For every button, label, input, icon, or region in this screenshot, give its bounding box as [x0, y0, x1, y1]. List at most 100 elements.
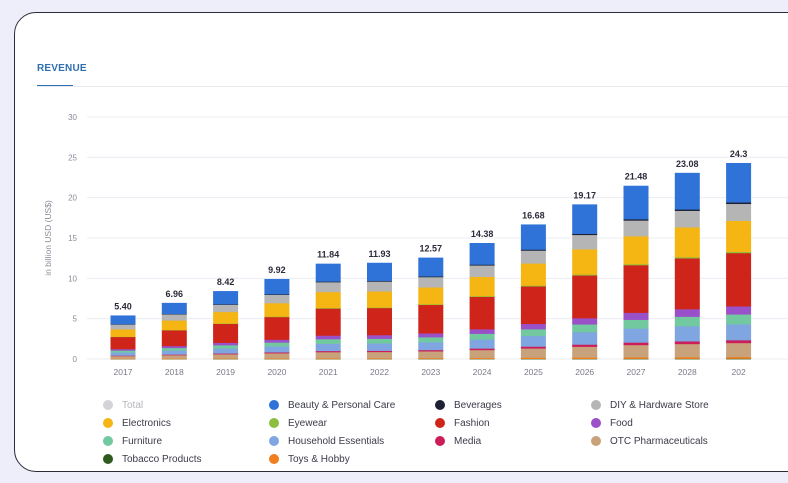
bar-segment: [367, 343, 392, 351]
bar-segment: [520, 249, 546, 251]
legend-item[interactable]: DIY & Hardware Store: [591, 397, 771, 413]
bar-segment: [315, 343, 341, 352]
legend-item[interactable]: Beverages: [435, 397, 591, 413]
legend-swatch: [435, 436, 445, 446]
legend-item[interactable]: Toys & Hobby: [269, 451, 435, 467]
x-tick-label: 2022: [370, 367, 389, 377]
bar-segment: [264, 339, 290, 343]
bar-segment: [264, 316, 290, 340]
bar-segment: [520, 323, 546, 330]
legend-item[interactable]: Total: [103, 397, 269, 413]
y-tick-label: 5: [73, 315, 78, 324]
bar-segment: [469, 265, 495, 278]
bar-segment: [726, 252, 752, 307]
legend-item[interactable]: OTC Pharmaceuticals: [591, 433, 771, 449]
bar-segment: [161, 354, 187, 356]
x-tick-label: 2017: [114, 367, 133, 377]
legend-item[interactable]: Electronics: [103, 415, 269, 431]
x-tick-label: 2021: [319, 367, 338, 377]
legend-label: Electronics: [122, 417, 171, 429]
legend-label: DIY & Hardware Store: [610, 399, 709, 411]
bar-total-label: 24.3: [730, 149, 748, 159]
bar-segment: [572, 344, 598, 347]
bar-segment: [572, 324, 598, 333]
legend-label: Beauty & Personal Care: [288, 399, 396, 411]
bar-segment: [367, 307, 392, 309]
legend-item[interactable]: Furniture: [103, 433, 269, 449]
bar-segment: [110, 315, 136, 325]
bar-segment: [623, 235, 649, 265]
y-axis-title: in billion USD (US$): [43, 200, 53, 276]
bar-segment: [520, 250, 546, 264]
bar-segment: [469, 296, 495, 330]
legend-swatch: [435, 418, 445, 428]
bar-segment: [161, 302, 187, 315]
bar-segment: [213, 311, 239, 324]
bar-segment: [572, 317, 598, 325]
bar-segment: [418, 287, 444, 305]
bar-segment: [623, 357, 649, 359]
bar-segment: [213, 344, 239, 349]
bar-segment: [726, 251, 752, 254]
bar-segment: [726, 358, 752, 360]
bar-segment: [572, 234, 598, 250]
legend-label: Household Essentials: [288, 435, 385, 447]
legend-item[interactable]: Media: [435, 433, 591, 449]
bar-total-label: 19.17: [573, 190, 596, 200]
bar-segment: [315, 338, 341, 344]
bar-segment: [674, 227, 700, 258]
bar-segment: [213, 342, 239, 346]
legend-item[interactable]: Fashion: [435, 415, 591, 431]
bar-segment: [469, 295, 495, 297]
bar-segment: [520, 348, 546, 358]
bar-segment: [110, 355, 136, 357]
bar-segment: [520, 285, 546, 287]
bar-segment: [367, 358, 392, 360]
bar-segment: [110, 358, 136, 360]
tab-revenue[interactable]: REVENUE: [37, 63, 87, 74]
bar-segment: [264, 293, 290, 295]
bar-segment: [161, 350, 187, 355]
legend-item[interactable]: Tobacco Products: [103, 451, 269, 467]
bar-segment: [520, 358, 546, 360]
bar-total-label: 11.93: [368, 249, 390, 259]
legend-swatch: [269, 418, 279, 428]
bar-segment: [161, 354, 187, 359]
legend-item[interactable]: Eyewear: [269, 415, 435, 431]
bar-segment: [418, 304, 444, 334]
bar-segment: [674, 172, 700, 210]
bar-segment: [367, 291, 392, 308]
x-tick-label: 2019: [216, 367, 235, 377]
legend-swatch: [591, 436, 601, 446]
bar-segment: [315, 350, 341, 353]
x-tick-label: 2028: [678, 367, 697, 377]
legend-item[interactable]: Food: [591, 415, 771, 431]
bar-segment: [418, 336, 444, 343]
bar-segment: [623, 264, 649, 313]
bar-segment: [367, 262, 392, 282]
bar-segment: [469, 349, 495, 359]
bar-segment: [161, 330, 187, 347]
bar-segment: [315, 291, 341, 309]
y-tick-label: 25: [68, 153, 77, 162]
bar-total-label: 12.57: [420, 244, 443, 254]
legend-item[interactable]: Household Essentials: [269, 433, 435, 449]
legend-item[interactable]: Beauty & Personal Care: [269, 397, 435, 413]
bar-segment: [726, 314, 752, 325]
bar-segment: [110, 352, 136, 356]
chart-card: REVENUE 0 5 10 15 20 25 30 in billion USD (US$)…: [14, 12, 788, 472]
bar-segment: [213, 358, 239, 360]
bar-segment: [623, 220, 649, 237]
bar-segment: [572, 346, 598, 358]
legend-swatch: [269, 400, 279, 410]
bar-segment: [520, 335, 546, 347]
bar-segment: [726, 356, 752, 359]
bar-segment: [161, 358, 187, 360]
bar-segment: [264, 302, 290, 317]
bar-segment: [264, 352, 290, 354]
bar-segment: [110, 348, 136, 351]
y-tick-label: 20: [68, 194, 77, 203]
bar-segment: [674, 209, 700, 211]
bar-segment: [418, 341, 444, 351]
bar-segment: [315, 308, 341, 336]
